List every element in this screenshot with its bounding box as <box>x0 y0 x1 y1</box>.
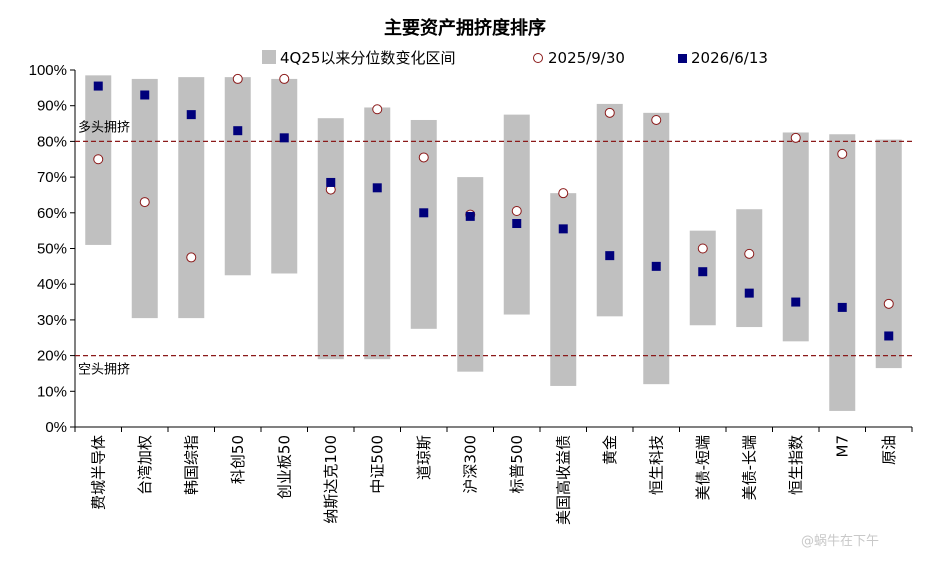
y-tick-label: 10% <box>37 383 67 400</box>
point-2025-9-30 <box>837 148 848 159</box>
markers <box>93 73 894 341</box>
point-2025-9-30 <box>279 73 290 84</box>
range-bar <box>782 132 809 342</box>
point-2026-6-13 <box>698 267 708 277</box>
y-tick-label: 60% <box>37 205 67 222</box>
point-2026-6-13 <box>186 110 196 120</box>
x-category-label: 韩国综指 <box>182 435 200 495</box>
legend-range-label: 4Q25以来分位数变化区间 <box>280 49 455 67</box>
y-tick-label: 50% <box>37 241 67 258</box>
x-category-label: 美债-长端 <box>740 435 758 500</box>
range-bar <box>457 177 484 372</box>
y-axis: 0% 10% 20% 30% 40% 50% 60% 70% 80% 90% 100% <box>29 62 76 436</box>
x-category-label: 黄金 <box>601 435 619 465</box>
y-tick-label: 0% <box>45 419 67 436</box>
point-2026-6-13 <box>279 133 289 143</box>
point-2025-9-30 <box>186 252 197 263</box>
point-2025-9-30 <box>883 298 894 309</box>
point-2026-6-13 <box>884 331 894 341</box>
x-category-label: 标普500 <box>508 435 526 494</box>
legend-series-1-label: 2025/9/30 <box>548 49 625 67</box>
point-2026-6-13 <box>744 288 754 298</box>
point-2025-9-30 <box>697 243 708 254</box>
range-bar <box>317 118 344 360</box>
y-tick-label: 40% <box>37 276 67 293</box>
point-2025-9-30 <box>604 107 615 118</box>
chart-title: 主要资产拥挤度排序 <box>384 17 546 39</box>
reference-line-label: 多头拥挤 <box>78 119 130 135</box>
x-category-label: 费城半导体 <box>89 435 107 510</box>
legend: 4Q25以来分位数变化区间 2025/9/30 2026/6/13 <box>262 49 768 67</box>
point-2026-6-13 <box>837 302 847 312</box>
x-category-label: 台湾加权 <box>136 435 154 495</box>
x-category-label: 创业板50 <box>275 435 293 499</box>
point-2026-6-13 <box>233 126 243 136</box>
x-category-label: 科创50 <box>229 435 247 484</box>
point-2026-6-13 <box>465 211 475 221</box>
x-category-label: 沪深300 <box>461 435 479 494</box>
range-bar <box>410 119 437 329</box>
x-category-label: 恒生指数 <box>787 435 805 495</box>
reference-line-label: 空头拥挤 <box>78 363 130 378</box>
point-2025-9-30 <box>790 132 801 143</box>
x-category-label: 恒生科技 <box>647 435 665 495</box>
range-bar <box>643 112 670 385</box>
point-2026-6-13 <box>651 261 661 271</box>
range-bar <box>550 193 577 386</box>
x-category-label: 美债-短端 <box>694 435 712 500</box>
point-2025-9-30 <box>232 73 243 84</box>
point-2025-9-30 <box>511 206 522 217</box>
point-2025-9-30 <box>651 114 662 125</box>
x-category-label: 原油 <box>880 435 898 465</box>
point-2026-6-13 <box>605 251 615 261</box>
range-bar <box>271 78 298 274</box>
range-bar <box>596 103 623 317</box>
point-2025-9-30 <box>744 248 755 259</box>
y-tick-label: 30% <box>37 312 67 329</box>
y-tick-label: 90% <box>37 98 67 115</box>
point-2026-6-13 <box>372 183 382 193</box>
y-tick-label: 20% <box>37 348 67 365</box>
x-category-label: 美国高收益债 <box>554 435 572 525</box>
x-category-label: 纳斯达克100 <box>322 435 340 524</box>
range-bar <box>875 139 902 369</box>
x-category-label: 道琼斯 <box>415 435 433 480</box>
point-2025-9-30 <box>418 152 429 163</box>
x-axis: 费城半导体 台湾加权 韩国综指 科创50 创业板50 纳斯达克100 中证500 道琼斯 沪深3… <box>74 426 913 525</box>
point-2026-6-13 <box>93 81 103 91</box>
range-bar <box>224 77 251 276</box>
point-2025-9-30 <box>372 104 383 115</box>
y-tick-label: 80% <box>37 133 67 150</box>
range-bar <box>736 209 763 328</box>
y-tick-label: 100% <box>29 62 67 79</box>
legend-circle-marker <box>533 53 543 63</box>
point-2025-9-30 <box>139 197 150 208</box>
point-2026-6-13 <box>512 219 522 229</box>
point-2026-6-13 <box>419 208 429 218</box>
watermark: @蜗牛在下午 <box>801 533 879 549</box>
point-2026-6-13 <box>140 90 150 100</box>
legend-range-swatch <box>262 50 276 64</box>
legend-square-marker <box>678 54 687 63</box>
point-2026-6-13 <box>558 224 568 234</box>
point-2026-6-13 <box>326 177 336 187</box>
range-bar <box>364 107 391 360</box>
point-2025-9-30 <box>93 154 104 165</box>
x-category-label: M7 <box>833 435 851 458</box>
point-2025-9-30 <box>558 188 569 199</box>
point-2026-6-13 <box>791 297 801 307</box>
range-bars <box>85 75 902 411</box>
y-tick-label: 70% <box>37 169 67 186</box>
range-bar <box>829 134 856 411</box>
legend-series-2-label: 2026/6/13 <box>691 49 768 67</box>
x-category-label: 中证500 <box>368 435 386 494</box>
